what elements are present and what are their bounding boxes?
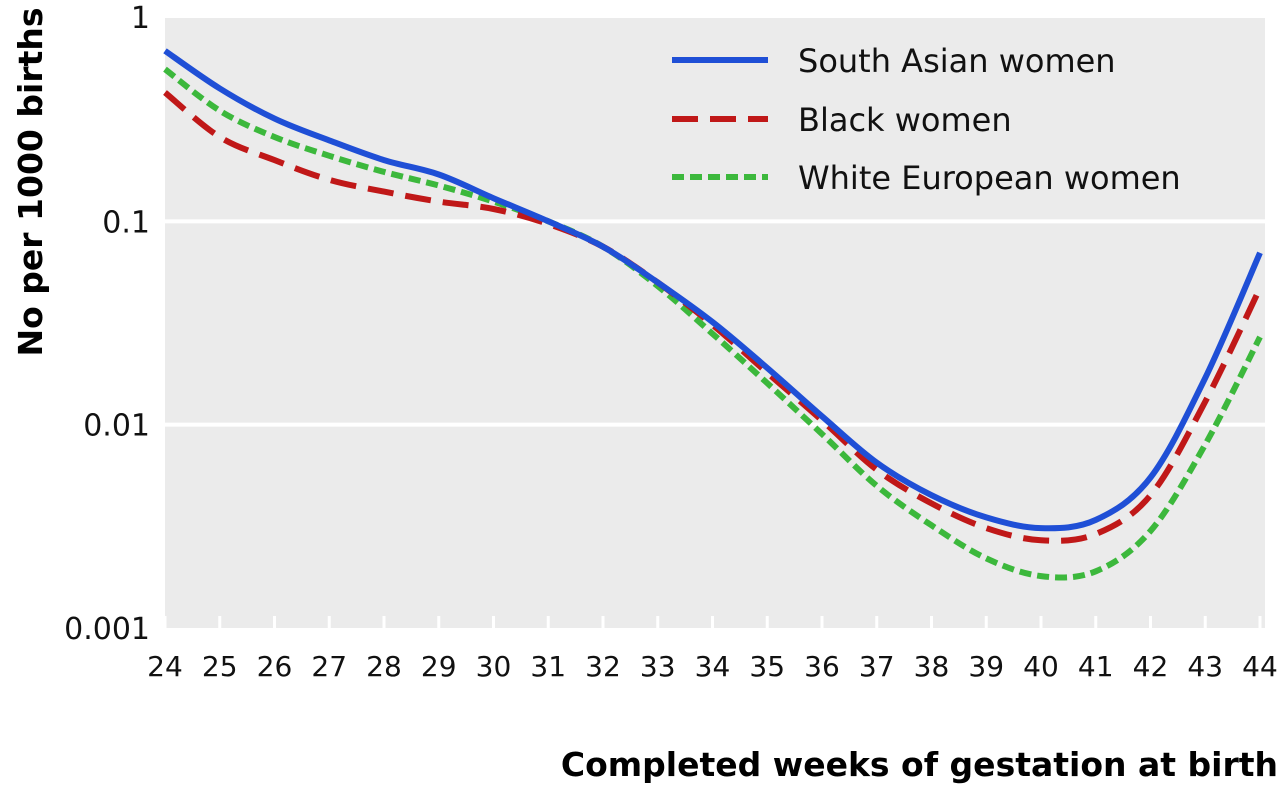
x-tick-label-43: 43: [1187, 650, 1223, 683]
x-tick-label-44: 44: [1242, 650, 1278, 683]
x-tick-label-36: 36: [804, 650, 840, 683]
y-tick-label-3: 0.001: [64, 612, 150, 647]
legend-label-2: White European women: [798, 159, 1181, 197]
y-tick-labels: 1 0.1 0.01 0.001: [64, 1, 150, 647]
x-tick-label-28: 28: [366, 650, 402, 683]
x-axis-title: Completed weeks of gestation at birth: [561, 745, 1278, 784]
x-tick-label-39: 39: [968, 650, 1004, 683]
y-axis-title: No per 1000 births: [11, 8, 50, 357]
x-tick-label-27: 27: [311, 650, 347, 683]
legend-label-1: Black women: [798, 101, 1012, 139]
legend: South Asian women Black women White Europe…: [672, 42, 1181, 197]
x-tick-label-40: 40: [1023, 650, 1059, 683]
series-lines: [163, 48, 1263, 581]
x-tick-label-38: 38: [914, 650, 950, 683]
x-tick-label-26: 26: [257, 650, 293, 683]
series-line-black-women: [163, 90, 1263, 544]
gridlines: [165, 219, 1265, 427]
y-tick-label-0: 1: [131, 1, 150, 36]
x-tick-label-25: 25: [202, 650, 238, 683]
y-tick-label-1: 0.1: [102, 205, 150, 240]
x-tick-label-31: 31: [530, 650, 566, 683]
x-tick-label-41: 41: [1078, 650, 1114, 683]
legend-label-0: South Asian women: [798, 42, 1116, 80]
x-tick-label-29: 29: [421, 650, 457, 683]
x-tick-label-37: 37: [859, 650, 895, 683]
x-tick-label-32: 32: [585, 650, 621, 683]
x-tick-label-30: 30: [476, 650, 512, 683]
x-tick-label-24: 24: [147, 650, 183, 683]
x-tick-label-33: 33: [640, 650, 676, 683]
x-tick-label-42: 42: [1133, 650, 1169, 683]
series-line-white-european-women: [163, 66, 1263, 581]
x-tick-label-35: 35: [749, 650, 785, 683]
y-tick-label-2: 0.01: [83, 409, 150, 444]
x-tick-labels: 24 25 26 27 28 29 30 31 32 33 34 35 36 37 38 39 40 41 42 43…: [147, 650, 1278, 683]
x-tick-marks: [163, 616, 1262, 628]
x-tick-label-34: 34: [695, 650, 731, 683]
series-line-south-asian-women: [163, 48, 1263, 532]
